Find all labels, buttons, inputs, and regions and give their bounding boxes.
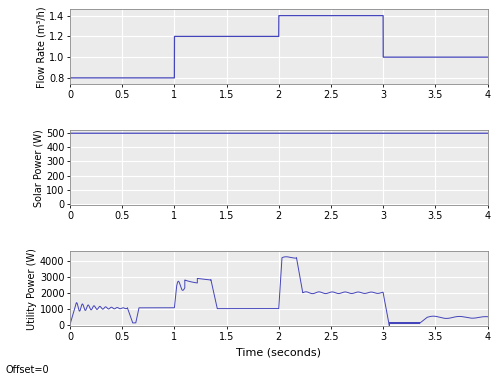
Y-axis label: Solar Power (W): Solar Power (W) <box>33 129 43 207</box>
Y-axis label: Utility Power (W): Utility Power (W) <box>27 248 37 330</box>
Y-axis label: Flow Rate (m³/h): Flow Rate (m³/h) <box>36 6 46 87</box>
X-axis label: Time (seconds): Time (seconds) <box>236 347 321 357</box>
Text: Offset=0: Offset=0 <box>5 365 49 375</box>
